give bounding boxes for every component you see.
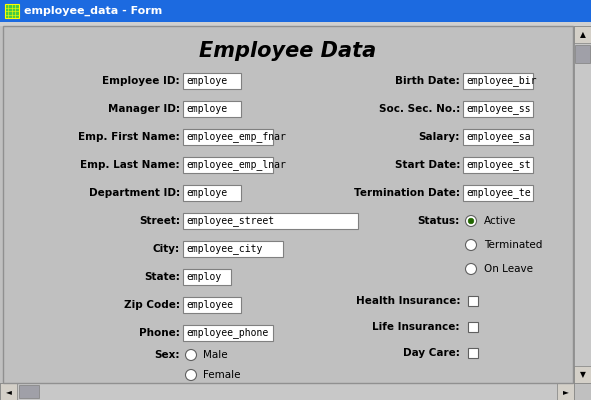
Text: Terminated: Terminated — [484, 240, 543, 250]
FancyBboxPatch shape — [183, 325, 273, 341]
Text: employee_ss: employee_ss — [466, 104, 531, 114]
FancyBboxPatch shape — [574, 26, 591, 43]
FancyBboxPatch shape — [468, 296, 478, 306]
FancyBboxPatch shape — [19, 385, 39, 398]
FancyBboxPatch shape — [183, 297, 241, 313]
Text: Start Date:: Start Date: — [395, 160, 460, 170]
FancyBboxPatch shape — [183, 185, 241, 201]
FancyBboxPatch shape — [0, 383, 17, 400]
Text: Female: Female — [203, 370, 241, 380]
Text: State:: State: — [144, 272, 180, 282]
Text: On Leave: On Leave — [484, 264, 533, 274]
Text: employee_te: employee_te — [466, 188, 531, 198]
Text: Department ID:: Department ID: — [89, 188, 180, 198]
FancyBboxPatch shape — [468, 322, 478, 332]
Text: employee_data - Form: employee_data - Form — [24, 6, 163, 16]
FancyBboxPatch shape — [463, 101, 533, 117]
Text: employ: employ — [186, 272, 221, 282]
FancyBboxPatch shape — [0, 383, 574, 400]
Circle shape — [186, 370, 196, 380]
Text: City:: City: — [153, 244, 180, 254]
Text: Zip Code:: Zip Code: — [124, 300, 180, 310]
Text: ◄: ◄ — [5, 387, 11, 396]
Text: Phone:: Phone: — [139, 328, 180, 338]
Text: employe: employe — [186, 76, 227, 86]
Text: Street:: Street: — [139, 216, 180, 226]
Text: Male: Male — [203, 350, 228, 360]
FancyBboxPatch shape — [183, 129, 273, 145]
FancyBboxPatch shape — [5, 4, 19, 18]
FancyBboxPatch shape — [463, 73, 533, 89]
Text: employee: employee — [186, 300, 233, 310]
FancyBboxPatch shape — [574, 26, 591, 383]
FancyBboxPatch shape — [463, 185, 533, 201]
Text: Soc. Sec. No.:: Soc. Sec. No.: — [379, 104, 460, 114]
FancyBboxPatch shape — [3, 26, 573, 383]
FancyBboxPatch shape — [183, 73, 241, 89]
Text: Emp. Last Name:: Emp. Last Name: — [80, 160, 180, 170]
Text: employee_phone: employee_phone — [186, 328, 268, 338]
Text: employee_sa: employee_sa — [466, 132, 531, 142]
Text: Health Insurance:: Health Insurance: — [356, 296, 460, 306]
Text: ▲: ▲ — [580, 30, 586, 39]
FancyBboxPatch shape — [468, 348, 478, 358]
Circle shape — [466, 240, 476, 250]
Text: employee_city: employee_city — [186, 244, 262, 254]
FancyBboxPatch shape — [557, 383, 574, 400]
Text: Emp. First Name:: Emp. First Name: — [78, 132, 180, 142]
FancyBboxPatch shape — [574, 366, 591, 383]
FancyBboxPatch shape — [463, 129, 533, 145]
Text: Active: Active — [484, 216, 517, 226]
Text: Employee Data: Employee Data — [199, 41, 376, 61]
Text: Salary:: Salary: — [418, 132, 460, 142]
FancyBboxPatch shape — [575, 45, 590, 63]
Text: Status:: Status: — [418, 216, 460, 226]
FancyBboxPatch shape — [183, 101, 241, 117]
Circle shape — [468, 218, 474, 224]
Text: Employee ID:: Employee ID: — [102, 76, 180, 86]
FancyBboxPatch shape — [463, 157, 533, 173]
FancyBboxPatch shape — [183, 157, 273, 173]
Text: ►: ► — [563, 387, 569, 396]
Circle shape — [466, 264, 476, 274]
FancyBboxPatch shape — [0, 0, 591, 22]
Text: Life Insurance:: Life Insurance: — [372, 322, 460, 332]
Text: Birth Date:: Birth Date: — [395, 76, 460, 86]
FancyBboxPatch shape — [183, 241, 283, 257]
Text: employe: employe — [186, 104, 227, 114]
Text: employee_bir: employee_bir — [466, 76, 537, 86]
Text: employe: employe — [186, 188, 227, 198]
FancyBboxPatch shape — [183, 213, 358, 229]
FancyBboxPatch shape — [183, 269, 231, 285]
Text: employee_st: employee_st — [466, 160, 531, 170]
Circle shape — [186, 350, 196, 360]
Text: employee_emp_lnar: employee_emp_lnar — [186, 160, 286, 170]
Text: employee_emp_fnar: employee_emp_fnar — [186, 132, 286, 142]
Text: ▼: ▼ — [580, 370, 586, 379]
Text: Day Care:: Day Care: — [403, 348, 460, 358]
Text: Termination Date:: Termination Date: — [354, 188, 460, 198]
Text: employee_street: employee_street — [186, 216, 274, 226]
Text: Sex:: Sex: — [154, 350, 180, 360]
FancyBboxPatch shape — [0, 22, 591, 26]
Circle shape — [466, 216, 476, 226]
Text: Manager ID:: Manager ID: — [108, 104, 180, 114]
